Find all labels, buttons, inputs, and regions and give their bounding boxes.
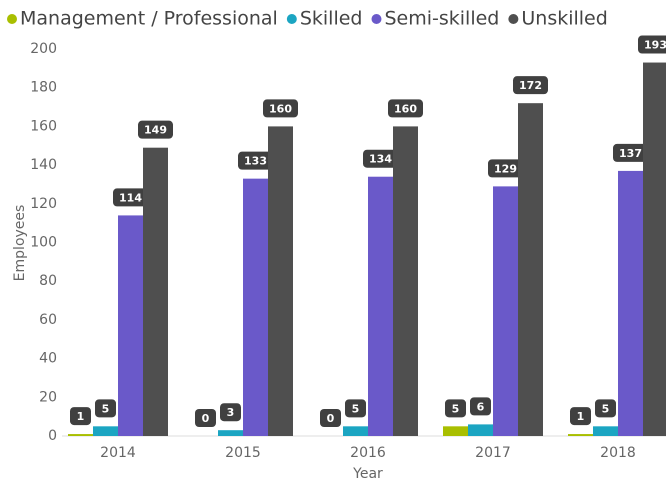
x-tick-label: 2014 bbox=[100, 445, 136, 461]
value-label: 193 bbox=[644, 39, 666, 52]
value-label: 1 bbox=[77, 410, 85, 423]
bar bbox=[568, 434, 593, 436]
legend-label: Unskilled bbox=[521, 8, 607, 30]
value-label-box bbox=[195, 409, 216, 427]
value-label: 5 bbox=[452, 402, 460, 415]
value-label-box bbox=[238, 151, 273, 170]
value-label-box bbox=[70, 407, 91, 426]
y-tick-label: 20 bbox=[39, 389, 57, 405]
bar bbox=[618, 170, 643, 436]
value-label: 133 bbox=[244, 155, 267, 168]
value-label-box bbox=[138, 120, 173, 139]
value-label: 5 bbox=[602, 402, 610, 415]
value-label: 114 bbox=[119, 191, 142, 204]
bar bbox=[518, 103, 543, 437]
y-tick-label: 100 bbox=[30, 235, 57, 251]
bar bbox=[268, 126, 293, 437]
x-tick-label: 2016 bbox=[350, 445, 386, 461]
legend-label: Semi-skilled bbox=[384, 8, 499, 30]
y-tick-label: 0 bbox=[48, 428, 57, 444]
bar bbox=[368, 176, 393, 436]
value-label: 1 bbox=[577, 410, 585, 423]
legend-marker bbox=[371, 14, 382, 24]
value-label-box bbox=[488, 159, 523, 178]
value-label-box bbox=[363, 149, 398, 168]
value-label: 129 bbox=[494, 162, 517, 175]
value-label: 160 bbox=[394, 102, 417, 115]
legend-label: Management / Professional bbox=[20, 8, 278, 30]
value-label: 0 bbox=[202, 412, 210, 425]
y-tick-label: 200 bbox=[30, 41, 57, 57]
legend-marker bbox=[286, 14, 297, 24]
y-tick-label: 160 bbox=[30, 118, 57, 134]
y-tick-label: 120 bbox=[30, 196, 57, 212]
value-label: 0 bbox=[327, 412, 335, 425]
y-tick-label: 80 bbox=[39, 273, 57, 289]
bar bbox=[143, 147, 168, 436]
x-tick-label: 2017 bbox=[475, 445, 511, 461]
bar bbox=[393, 126, 418, 437]
value-label-box bbox=[113, 188, 148, 207]
value-label-box bbox=[320, 409, 341, 427]
value-label: 149 bbox=[144, 124, 167, 137]
bar bbox=[243, 178, 268, 436]
bar bbox=[468, 424, 493, 436]
legend-marker bbox=[508, 14, 519, 24]
value-label-box bbox=[595, 399, 616, 418]
value-label: 134 bbox=[369, 153, 392, 166]
bar bbox=[443, 426, 468, 436]
x-tick-label: 2018 bbox=[600, 445, 636, 461]
value-label-box bbox=[220, 403, 241, 422]
value-label: 5 bbox=[102, 402, 110, 415]
value-label-box bbox=[445, 399, 466, 418]
bar bbox=[643, 62, 666, 437]
value-label: 160 bbox=[269, 102, 292, 115]
y-tick-label: 40 bbox=[39, 351, 57, 367]
y-axis-title: Employees bbox=[12, 205, 28, 282]
bar bbox=[218, 430, 243, 436]
value-label-box bbox=[95, 399, 116, 418]
y-tick-label: 60 bbox=[39, 312, 57, 328]
bar bbox=[93, 426, 118, 436]
x-tick-label: 2015 bbox=[225, 445, 261, 461]
bar bbox=[343, 426, 368, 436]
legend-label: Skilled bbox=[300, 8, 363, 30]
value-label-box bbox=[613, 143, 648, 162]
legend-marker bbox=[7, 14, 17, 24]
x-axis-title: Year bbox=[352, 466, 383, 482]
bar bbox=[593, 426, 618, 436]
value-label: 3 bbox=[227, 406, 235, 419]
value-label-box bbox=[388, 99, 423, 118]
value-label-box bbox=[570, 407, 591, 426]
value-label-box bbox=[470, 397, 491, 416]
value-label-box bbox=[263, 99, 298, 118]
y-tick-label: 180 bbox=[30, 80, 57, 96]
value-label-box bbox=[638, 35, 666, 54]
bar bbox=[118, 215, 143, 436]
y-tick-label: 140 bbox=[30, 157, 57, 173]
value-label: 172 bbox=[519, 79, 542, 92]
value-label: 137 bbox=[619, 147, 642, 160]
value-label-box bbox=[513, 76, 548, 95]
value-label: 5 bbox=[352, 402, 360, 415]
value-label: 6 bbox=[477, 400, 485, 413]
value-label-box bbox=[345, 399, 366, 418]
bar bbox=[68, 434, 93, 436]
bar bbox=[493, 186, 518, 436]
